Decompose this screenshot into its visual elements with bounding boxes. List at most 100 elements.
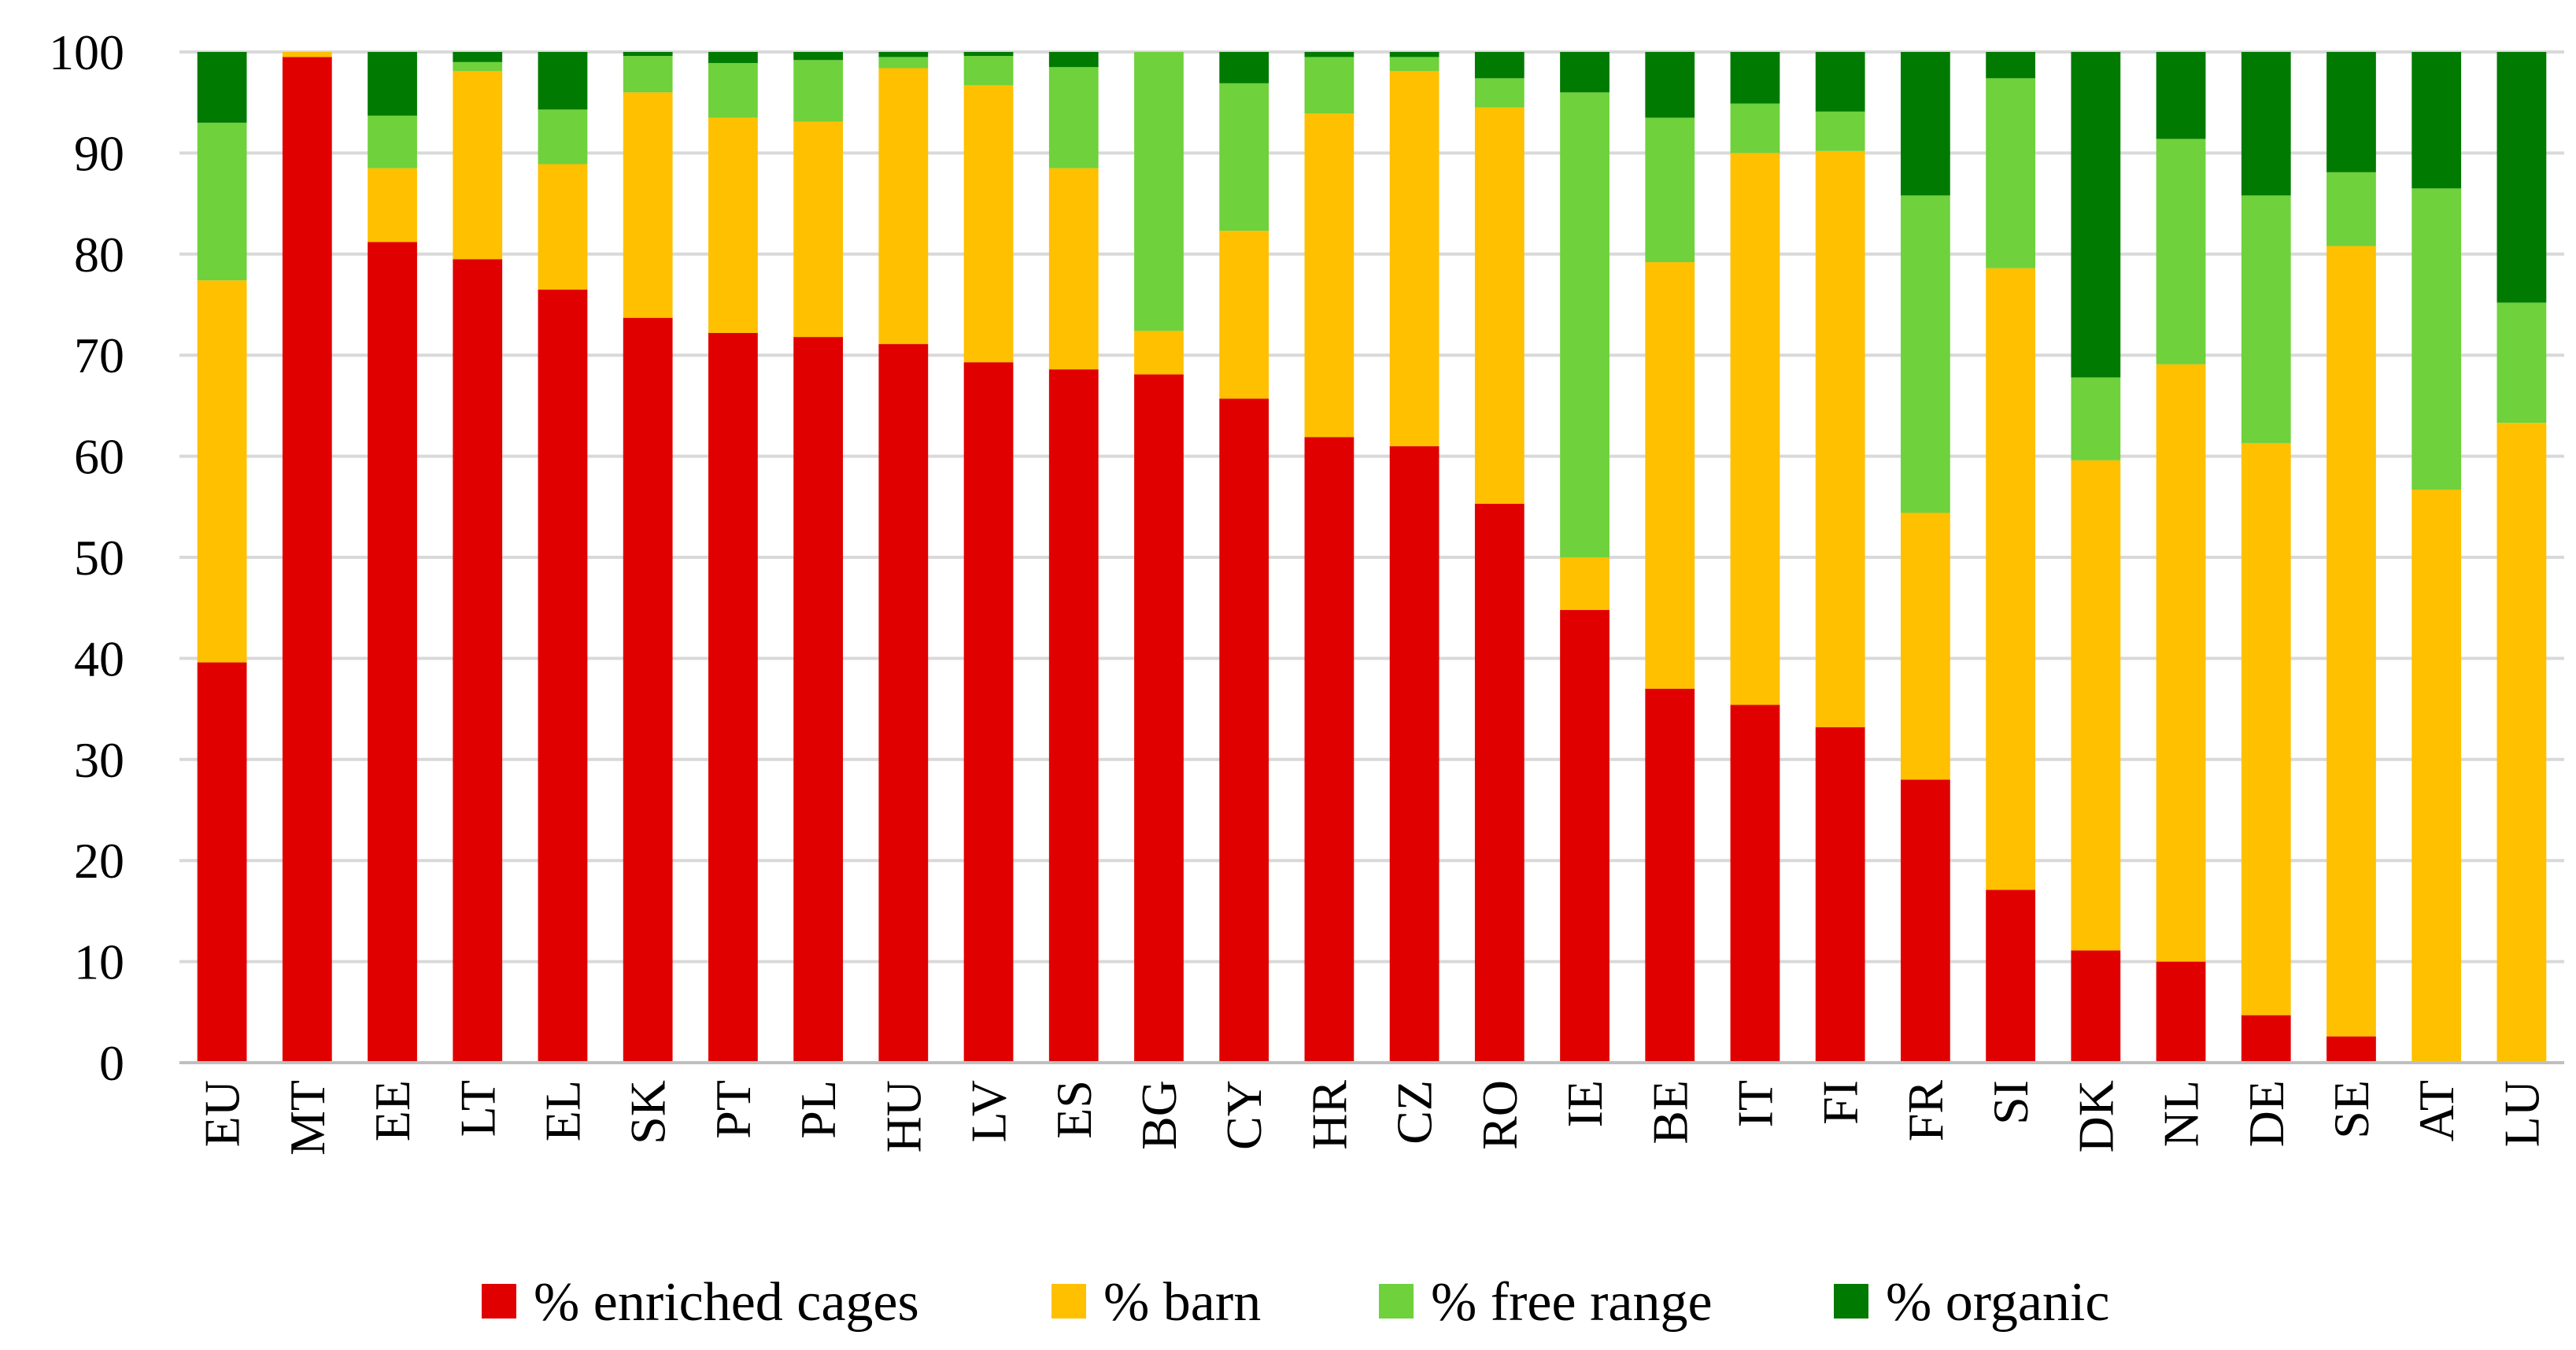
- bar-ie-free-range: [1560, 92, 1610, 558]
- bar-lt-barn: [453, 71, 503, 260]
- bar-mt-enriched-cages: [282, 57, 332, 1063]
- bar-de-free-range: [2241, 195, 2291, 443]
- x-tick-label: SK: [620, 1080, 676, 1145]
- x-tick-label: HR: [1301, 1080, 1357, 1150]
- legend-swatch: [1379, 1284, 1414, 1319]
- bar-bg-enriched-cages: [1134, 374, 1184, 1063]
- bar-ro-enriched-cages: [1474, 503, 1525, 1063]
- bar-cy-barn: [1219, 231, 1270, 399]
- bar-lu-barn: [2497, 423, 2547, 1063]
- x-tick-label: MT: [279, 1080, 335, 1156]
- bar-dk-enriched-cages: [2071, 950, 2121, 1063]
- y-tick-label: 40: [74, 631, 124, 686]
- legend-item: % free range: [1379, 1272, 1713, 1333]
- legend-item: % barn: [1051, 1272, 1261, 1333]
- bar-ee-barn: [368, 168, 417, 242]
- legend-item: % organic: [1834, 1272, 2109, 1333]
- bar-be-enriched-cages: [1645, 688, 1695, 1063]
- bar-ro-organic: [1474, 52, 1525, 79]
- bar-de-organic: [2241, 52, 2291, 196]
- bar-fr-organic: [1901, 52, 1950, 196]
- bar-cy-organic: [1219, 52, 1270, 83]
- bar-ro-barn: [1474, 107, 1525, 504]
- bar-nl-free-range: [2156, 139, 2206, 364]
- bar-fr-free-range: [1901, 195, 1950, 513]
- bar-sk-free-range: [623, 56, 673, 93]
- y-tick-label: 60: [74, 429, 124, 485]
- bar-lv-free-range: [963, 56, 1014, 86]
- bar-cz-free-range: [1389, 57, 1440, 72]
- bar-es-enriched-cages: [1048, 369, 1099, 1063]
- x-tick-label: LT: [449, 1080, 505, 1137]
- bar-sk-organic: [623, 52, 673, 57]
- bar-hu-barn: [878, 68, 929, 345]
- bar-fi-enriched-cages: [1815, 727, 1865, 1063]
- bar-hu-enriched-cages: [878, 344, 929, 1063]
- x-tick-label: EU: [194, 1080, 250, 1147]
- y-tick-label: 30: [74, 732, 124, 788]
- gridlines: [179, 50, 2564, 963]
- y-tick-label: 90: [74, 125, 124, 181]
- legend-swatch: [482, 1284, 516, 1319]
- bar-cz-enriched-cages: [1389, 446, 1440, 1063]
- bar-lv-barn: [963, 85, 1014, 363]
- bar-eu-organic: [197, 52, 247, 123]
- x-tick-label: ES: [1046, 1080, 1102, 1139]
- y-tick-label: 0: [99, 1035, 124, 1091]
- bar-fi-organic: [1815, 52, 1865, 112]
- x-tick-label: SE: [2323, 1080, 2379, 1139]
- y-tick-label: 70: [74, 327, 124, 383]
- bar-bg-free-range: [1134, 52, 1184, 331]
- bar-bg-barn: [1134, 331, 1184, 375]
- bar-de-enriched-cages: [2241, 1015, 2291, 1063]
- bar-el-enriched-cages: [538, 289, 588, 1063]
- bar-pl-enriched-cages: [793, 337, 843, 1063]
- bar-dk-barn: [2071, 460, 2121, 951]
- x-tick-label: BG: [1131, 1080, 1187, 1150]
- x-tick-label: DE: [2238, 1080, 2294, 1147]
- bar-be-organic: [1645, 52, 1695, 118]
- legend-label: % enriched cages: [534, 1272, 919, 1333]
- bar-hu-organic: [878, 52, 929, 57]
- bar-lu-organic: [2497, 52, 2547, 303]
- bar-pt-organic: [708, 52, 758, 64]
- bar-hr-organic: [1304, 52, 1355, 57]
- bar-at-free-range: [2412, 188, 2462, 490]
- legend-item: % enriched cages: [482, 1272, 919, 1333]
- bar-pl-organic: [793, 52, 843, 61]
- x-tick-label: IE: [1557, 1080, 1613, 1127]
- bar-pl-free-range: [793, 60, 843, 122]
- x-tick-label: PT: [705, 1080, 761, 1139]
- bar-es-free-range: [1048, 67, 1099, 168]
- legend-swatch: [1834, 1284, 1868, 1319]
- bar-lt-free-range: [453, 61, 503, 72]
- x-tick-label: LV: [961, 1080, 1017, 1142]
- bar-es-barn: [1048, 168, 1099, 370]
- bar-si-barn: [1986, 268, 2035, 890]
- bar-si-enriched-cages: [1986, 890, 2035, 1063]
- bar-lu-free-range: [2497, 302, 2547, 423]
- x-tick-label: EL: [534, 1080, 590, 1141]
- bar-fr-barn: [1901, 512, 1950, 780]
- x-tick-label: AT: [2408, 1080, 2464, 1141]
- y-tick-label: 50: [74, 530, 124, 586]
- bars: [197, 52, 2547, 1063]
- bar-es-organic: [1048, 52, 1099, 68]
- legend-label: % free range: [1431, 1272, 1713, 1333]
- x-tick-label: FI: [1813, 1080, 1868, 1125]
- x-tick-label: HU: [875, 1080, 931, 1152]
- bar-ee-free-range: [368, 115, 417, 168]
- bar-mt-barn: [282, 52, 332, 57]
- x-tick-label: BE: [1642, 1080, 1698, 1145]
- x-tick-label: LU: [2493, 1080, 2549, 1147]
- bar-ee-enriched-cages: [368, 242, 417, 1063]
- bar-lv-enriched-cages: [963, 362, 1014, 1063]
- bar-cz-barn: [1389, 71, 1440, 446]
- bar-ie-organic: [1560, 52, 1610, 93]
- x-tick-label: EE: [364, 1080, 420, 1141]
- bar-eu-free-range: [197, 122, 247, 281]
- bar-pt-free-range: [708, 63, 758, 118]
- bar-ie-enriched-cages: [1560, 609, 1610, 1063]
- bar-it-free-range: [1730, 103, 1780, 153]
- bar-nl-organic: [2156, 52, 2206, 139]
